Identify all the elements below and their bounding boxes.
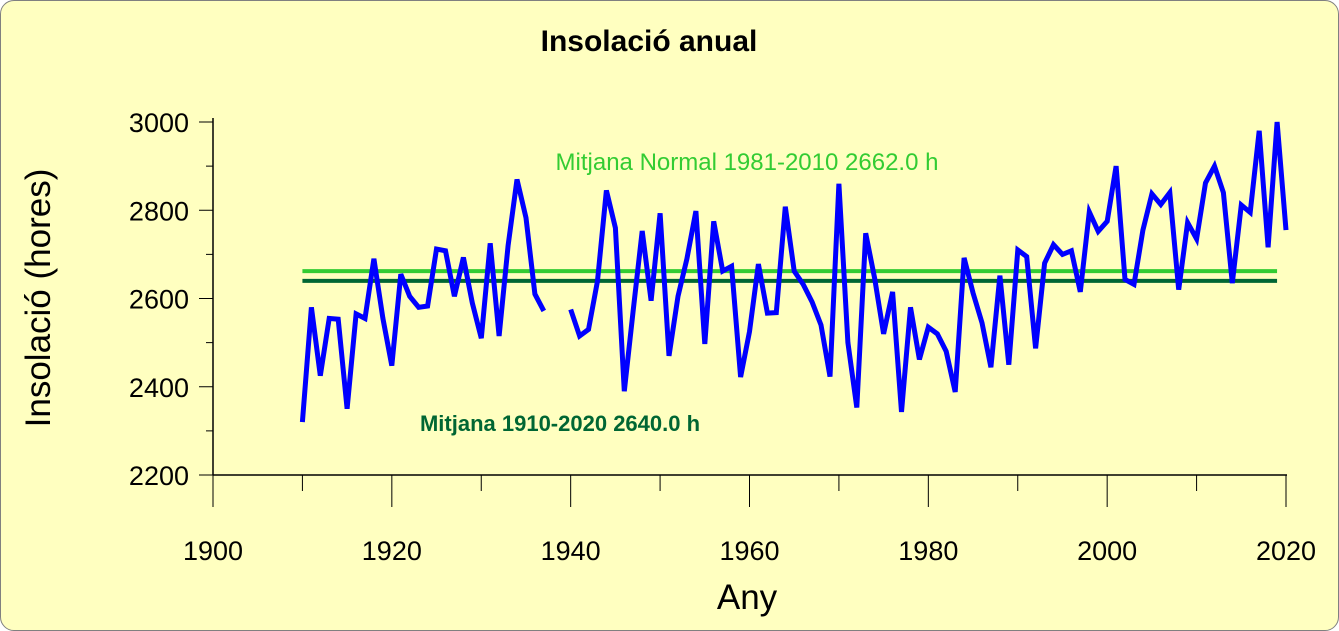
x-tick-label: 1940	[541, 536, 601, 566]
chart-title: Insolació anual	[541, 25, 758, 58]
x-tick-label: 1960	[719, 536, 779, 566]
x-tick-label: 2000	[1077, 536, 1137, 566]
x-tick-label: 1980	[898, 536, 958, 566]
x-tick-label: 1900	[183, 536, 243, 566]
reference-lines: Mitjana Normal 1981-2010 2662.0 h Mitjana…	[302, 149, 1278, 436]
x-tick-label: 1920	[362, 536, 422, 566]
y-tick-label: 2200	[129, 461, 189, 491]
reference-label-mean: Mitjana 1910-2020 2640.0 h	[420, 411, 700, 436]
y-tick-label: 3000	[129, 108, 189, 138]
y-tick-label: 2400	[129, 373, 189, 403]
x-tick-label: 2020	[1256, 536, 1316, 566]
reference-label-normal: Mitjana Normal 1981-2010 2662.0 h	[556, 149, 939, 176]
series-line-segment-2	[568, 121, 1289, 413]
series-layer	[299, 121, 1289, 423]
series-line-segment-1	[299, 178, 547, 423]
y-tick-label: 2600	[129, 285, 189, 315]
axes: 2200 2400 2600 2800 3000 1900 1920 1940 1960 1980…	[129, 108, 1316, 566]
y-tick-label: 2800	[129, 196, 189, 226]
y-axis-label: Insolació (hores)	[19, 169, 58, 428]
x-axis-label: Any	[717, 578, 778, 617]
